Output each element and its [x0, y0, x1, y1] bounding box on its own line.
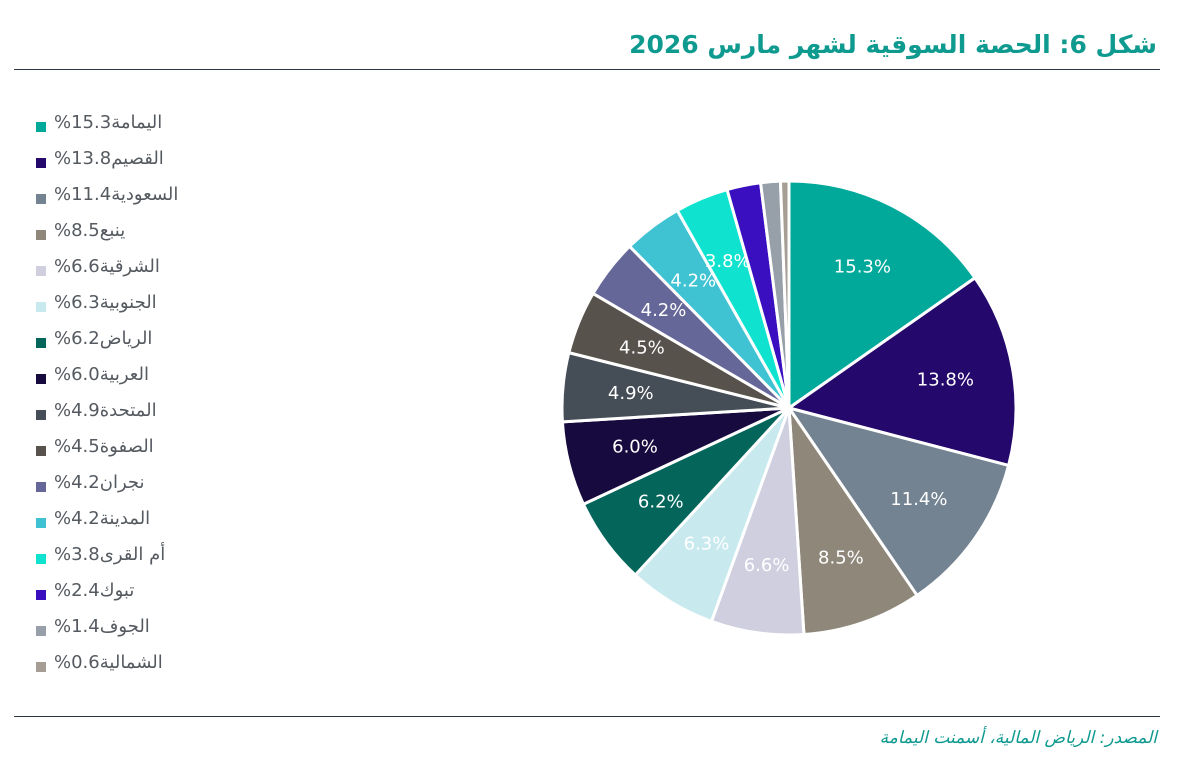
legend-swatch	[36, 590, 46, 600]
slice-data-label: 6.2%	[638, 491, 684, 512]
pie-slice	[778, 179, 791, 410]
chart-title: شكل 6: الحصة السوقية لشهر مارس 2026	[629, 30, 1157, 59]
legend-label: المتحدة4.9%	[54, 400, 157, 421]
legend-label: ينبع8.5%	[54, 220, 126, 241]
legend-label: أم القرى3.8%	[54, 544, 166, 565]
legend-label: العربية6.0%	[54, 364, 149, 385]
bottom-divider	[14, 716, 1160, 717]
legend-swatch	[36, 626, 46, 636]
legend-swatch	[36, 230, 46, 240]
source-note: المصدر: الرياض المالية، أسمنت اليمامة	[879, 728, 1157, 748]
slice-data-label: 3.8%	[705, 251, 751, 272]
legend-swatch	[36, 194, 46, 204]
legend-swatch	[36, 410, 46, 420]
pie-slice	[787, 406, 1011, 597]
slice-data-label: 11.4%	[890, 489, 947, 510]
legend-label: اليمامة15.3%	[54, 112, 163, 133]
legend-label: الشمالية0.6%	[54, 652, 163, 673]
slice-data-label: 4.5%	[619, 337, 665, 358]
slice-data-label: 4.2%	[670, 271, 716, 292]
legend-swatch	[36, 482, 46, 492]
slice-data-label: 8.5%	[818, 548, 864, 569]
legend-swatch	[36, 518, 46, 528]
legend-label: السعودية11.4%	[54, 184, 179, 205]
pie-slice	[787, 276, 1018, 467]
legend-swatch	[36, 446, 46, 456]
pie-slice	[787, 179, 977, 410]
slice-data-label: 4.2%	[641, 300, 687, 321]
legend-swatch	[36, 122, 46, 132]
legend-label: الجنوبية6.3%	[54, 292, 157, 313]
legend-swatch	[36, 662, 46, 672]
legend-label: الرياض6.2%	[54, 328, 153, 349]
legend-swatch	[36, 302, 46, 312]
pie-slice	[787, 406, 919, 637]
slice-data-label: 15.3%	[834, 257, 891, 278]
slice-data-label: 4.9%	[608, 383, 654, 404]
legend-label: الجوف1.4%	[54, 616, 150, 637]
slice-data-label: 13.8%	[917, 370, 974, 391]
legend-swatch	[36, 266, 46, 276]
legend-swatch	[36, 338, 46, 348]
legend-label: القصيم13.8%	[54, 148, 164, 169]
legend-label: نجران4.2%	[54, 472, 145, 493]
legend-swatch	[36, 158, 46, 168]
legend-swatch	[36, 554, 46, 564]
legend-label: المدينة4.2%	[54, 508, 151, 529]
legend-swatch	[36, 374, 46, 384]
legend-label: الصفوة4.5%	[54, 436, 154, 457]
legend-label: الشرقية6.6%	[54, 256, 160, 277]
legend-label: تبوك2.4%	[54, 580, 135, 601]
slice-data-label: 6.6%	[744, 555, 790, 576]
slice-data-label: 6.0%	[612, 437, 658, 458]
top-divider	[14, 69, 1160, 70]
slice-data-label: 6.3%	[684, 533, 730, 554]
